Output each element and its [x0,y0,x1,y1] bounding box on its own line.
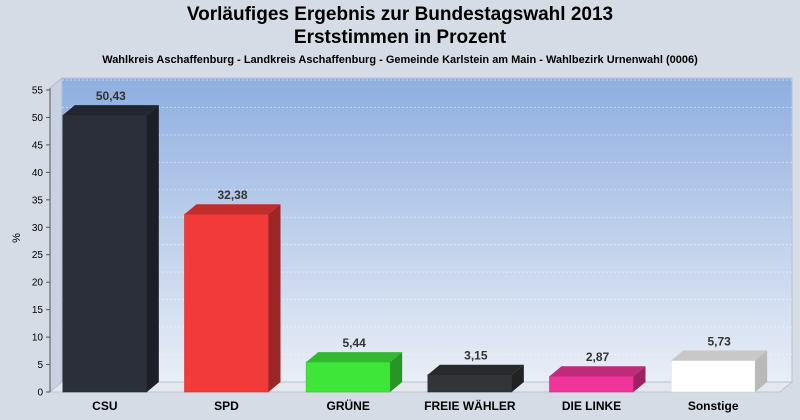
y-tick-label: 25 [32,250,44,261]
bar-front [549,375,634,393]
chart-subtitle-line: Erststimmen in Prozent [293,27,507,48]
bar-freie-w-hler [427,364,524,393]
y-tick-label: 35 [32,195,44,206]
x-tick-label: FREIE WÄHLER [424,398,516,413]
y-tick-label: 45 [32,140,44,151]
x-tick-label: CSU [92,399,117,413]
y-axis-label: % [11,233,23,243]
bar-top [184,204,281,215]
bar-side [146,105,159,393]
y-tick-label: 55 [32,86,44,97]
y-tick-label: 20 [32,278,44,289]
y-tick-label: 30 [32,223,44,234]
bar-csu [62,105,159,393]
bar-spd [184,204,281,393]
bar-front [62,114,148,393]
bar-die-linke [549,366,646,393]
bar-front [305,361,391,393]
y-tick-label: 50 [32,113,44,124]
plot-back-wall [61,77,793,383]
bar-top [306,352,403,363]
data-label: 50,43 [96,89,126,103]
bar-gr-ne [305,352,403,393]
plot-left-wall [49,76,63,394]
x-tick-label: SPD [214,399,239,413]
chart-subtitle: Wahlkreis Aschaffenburg - Landkreis Asch… [102,54,698,66]
x-tick-label: Sonstige [688,399,739,413]
data-label: 3,15 [464,349,488,363]
bar-top [671,350,768,361]
data-label: 32,38 [217,188,247,202]
data-label: 2,87 [586,350,610,364]
y-tick-label: 40 [32,168,44,179]
y-tick-label: 5 [37,360,43,371]
chart-title: Vorläufiges Ergebnis zur Bundestagswahl … [186,4,614,25]
data-label: 5,73 [707,335,731,349]
bar-side [755,350,768,392]
data-label: 5,44 [342,336,366,350]
y-tick-label: 15 [32,305,44,316]
y-tick-label: 0 [37,388,43,399]
bar-top [62,105,159,116]
bar-front [184,213,269,393]
bar-side [633,366,646,392]
bar-front [427,374,513,393]
bar-sonstige [670,350,768,393]
bar-front [670,360,756,393]
x-tick-label: GRÜNE [326,398,369,413]
bar-side [511,364,524,392]
bar-side [390,352,403,392]
bar-side [268,204,281,392]
y-tick-label: 10 [32,333,44,344]
x-tick-label: DIE LINKE [562,399,621,413]
bar-top [427,364,524,375]
bar-top [549,366,646,377]
